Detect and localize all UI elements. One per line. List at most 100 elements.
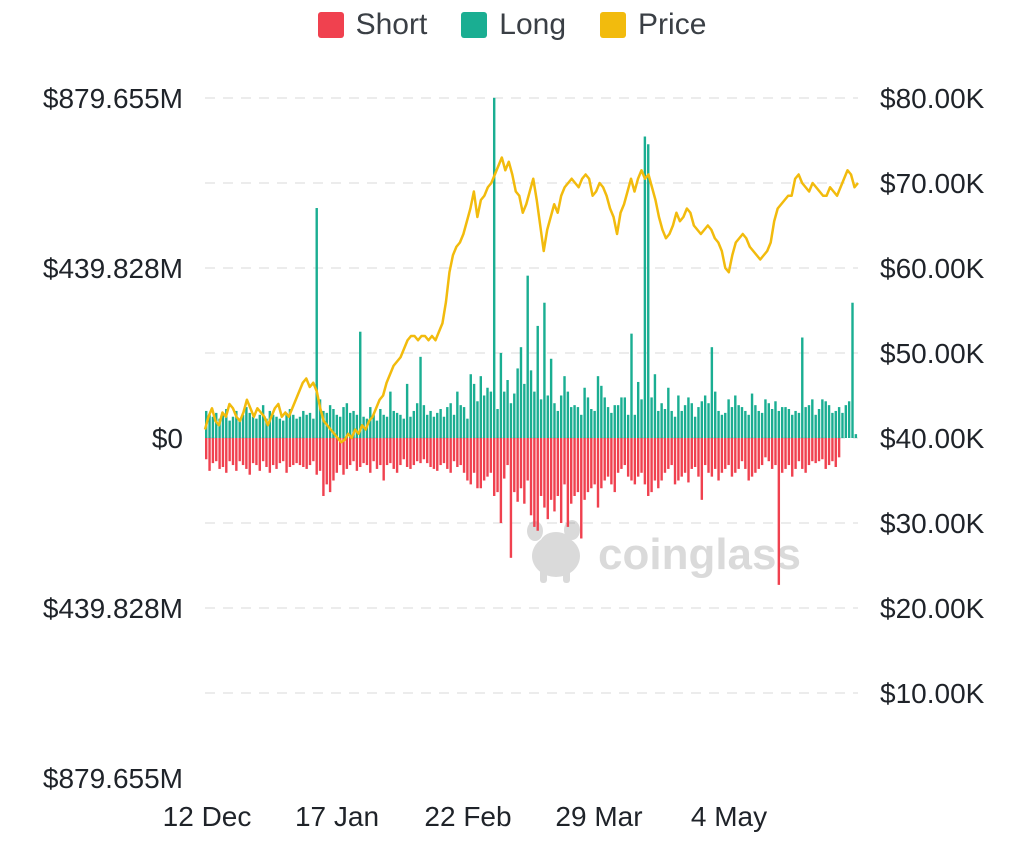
- short-bar: [238, 438, 241, 462]
- short-bar: [348, 438, 352, 466]
- short-bar: [556, 438, 560, 496]
- short-bar: [255, 438, 258, 466]
- short-bar: [837, 438, 841, 458]
- long-bar: [513, 393, 516, 438]
- short-bar: [643, 438, 647, 485]
- long-bar: [653, 374, 657, 438]
- short-bar: [258, 438, 261, 471]
- long-bar: [452, 414, 456, 438]
- long-bar: [791, 414, 794, 438]
- right-axis-tick-label: $50.00K: [880, 338, 985, 369]
- short-bar: [352, 438, 355, 462]
- short-bar: [801, 438, 804, 469]
- long-bar: [824, 401, 827, 438]
- long-bar: [700, 401, 704, 438]
- long-bar: [352, 410, 355, 438]
- long-bar: [804, 407, 807, 438]
- long-bar: [586, 397, 590, 438]
- short-bar: [338, 438, 342, 466]
- short-bar: [385, 438, 389, 466]
- short-bar: [271, 438, 275, 466]
- short-bar: [570, 438, 573, 504]
- short-bar: [613, 438, 616, 493]
- short-bar: [707, 438, 710, 473]
- short-bar: [205, 438, 208, 460]
- short-bar: [292, 438, 295, 466]
- legend-item-price[interactable]: Price: [600, 8, 706, 42]
- short-bar: [503, 438, 506, 479]
- legend-item-short[interactable]: Short: [317, 8, 427, 42]
- short-bar: [730, 438, 734, 477]
- long-bar: [636, 381, 640, 438]
- short-bar: [667, 438, 670, 469]
- long-bar: [372, 414, 375, 438]
- short-bar: [690, 438, 693, 469]
- long-bar: [395, 412, 399, 438]
- long-bar: [834, 410, 837, 438]
- long-bar: [744, 410, 747, 438]
- long-bar: [593, 410, 596, 438]
- long-bar: [422, 405, 426, 438]
- short-bar: [576, 438, 580, 493]
- short-bar: [536, 438, 539, 531]
- long-bar: [389, 391, 392, 438]
- long-bar: [265, 418, 268, 438]
- long-bar: [583, 387, 586, 438]
- short-bar: [817, 438, 821, 462]
- short-bar: [737, 438, 740, 469]
- long-bar: [342, 407, 345, 438]
- short-bar: [345, 438, 349, 469]
- long-bars: [205, 97, 858, 439]
- long-bar: [379, 409, 382, 438]
- x-axis-tick-label: 12 Dec: [163, 801, 252, 832]
- long-bar: [851, 302, 854, 438]
- right-axis-tick-label: $80.00K: [880, 83, 985, 114]
- long-bar: [523, 383, 526, 438]
- long-bar: [693, 416, 697, 438]
- short-bar: [449, 438, 452, 473]
- short-bar: [409, 438, 412, 469]
- short-bar: [583, 438, 586, 500]
- short-bar: [717, 438, 720, 481]
- short-bar: [780, 438, 784, 473]
- right-axis-tick-label: $30.00K: [880, 508, 985, 539]
- long-bar: [553, 403, 556, 438]
- short-bar: [827, 438, 831, 466]
- long-bar: [446, 407, 449, 438]
- short-bar: [395, 438, 399, 473]
- long-bar: [288, 409, 292, 438]
- long-bar: [817, 409, 821, 438]
- long-bar: [225, 409, 228, 438]
- long-bar: [359, 331, 362, 438]
- short-bars: [205, 438, 841, 585]
- short-bar: [764, 438, 767, 458]
- short-bar: [787, 438, 791, 466]
- long-bar: [780, 407, 784, 438]
- long-bar: [338, 416, 342, 438]
- long-bar: [841, 412, 844, 438]
- long-bar: [603, 397, 606, 438]
- long-bar: [814, 414, 817, 438]
- long-bar: [315, 208, 318, 438]
- price-line: [203, 156, 859, 444]
- long-bar: [734, 395, 737, 438]
- short-bar: [251, 438, 255, 464]
- short-bar: [496, 438, 499, 493]
- short-bar: [630, 438, 633, 481]
- short-bar: [268, 438, 272, 473]
- short-bar: [335, 438, 339, 473]
- short-bar: [359, 438, 362, 467]
- long-bar: [690, 403, 693, 438]
- left-axis: $879.655M $439.828M $0 $439.828M $879.655M: [43, 83, 183, 794]
- short-bar: [318, 438, 322, 471]
- short-bar: [744, 438, 747, 469]
- long-bar: [305, 414, 308, 438]
- short-bar: [208, 438, 211, 471]
- legend-item-long[interactable]: Long: [461, 8, 566, 42]
- chart-legend: Short Long Price: [0, 4, 1024, 46]
- short-bar: [419, 438, 422, 464]
- long-bar: [660, 403, 663, 438]
- long-bar: [449, 403, 452, 438]
- watermark: coinglass: [527, 520, 801, 583]
- short-bar: [372, 438, 375, 462]
